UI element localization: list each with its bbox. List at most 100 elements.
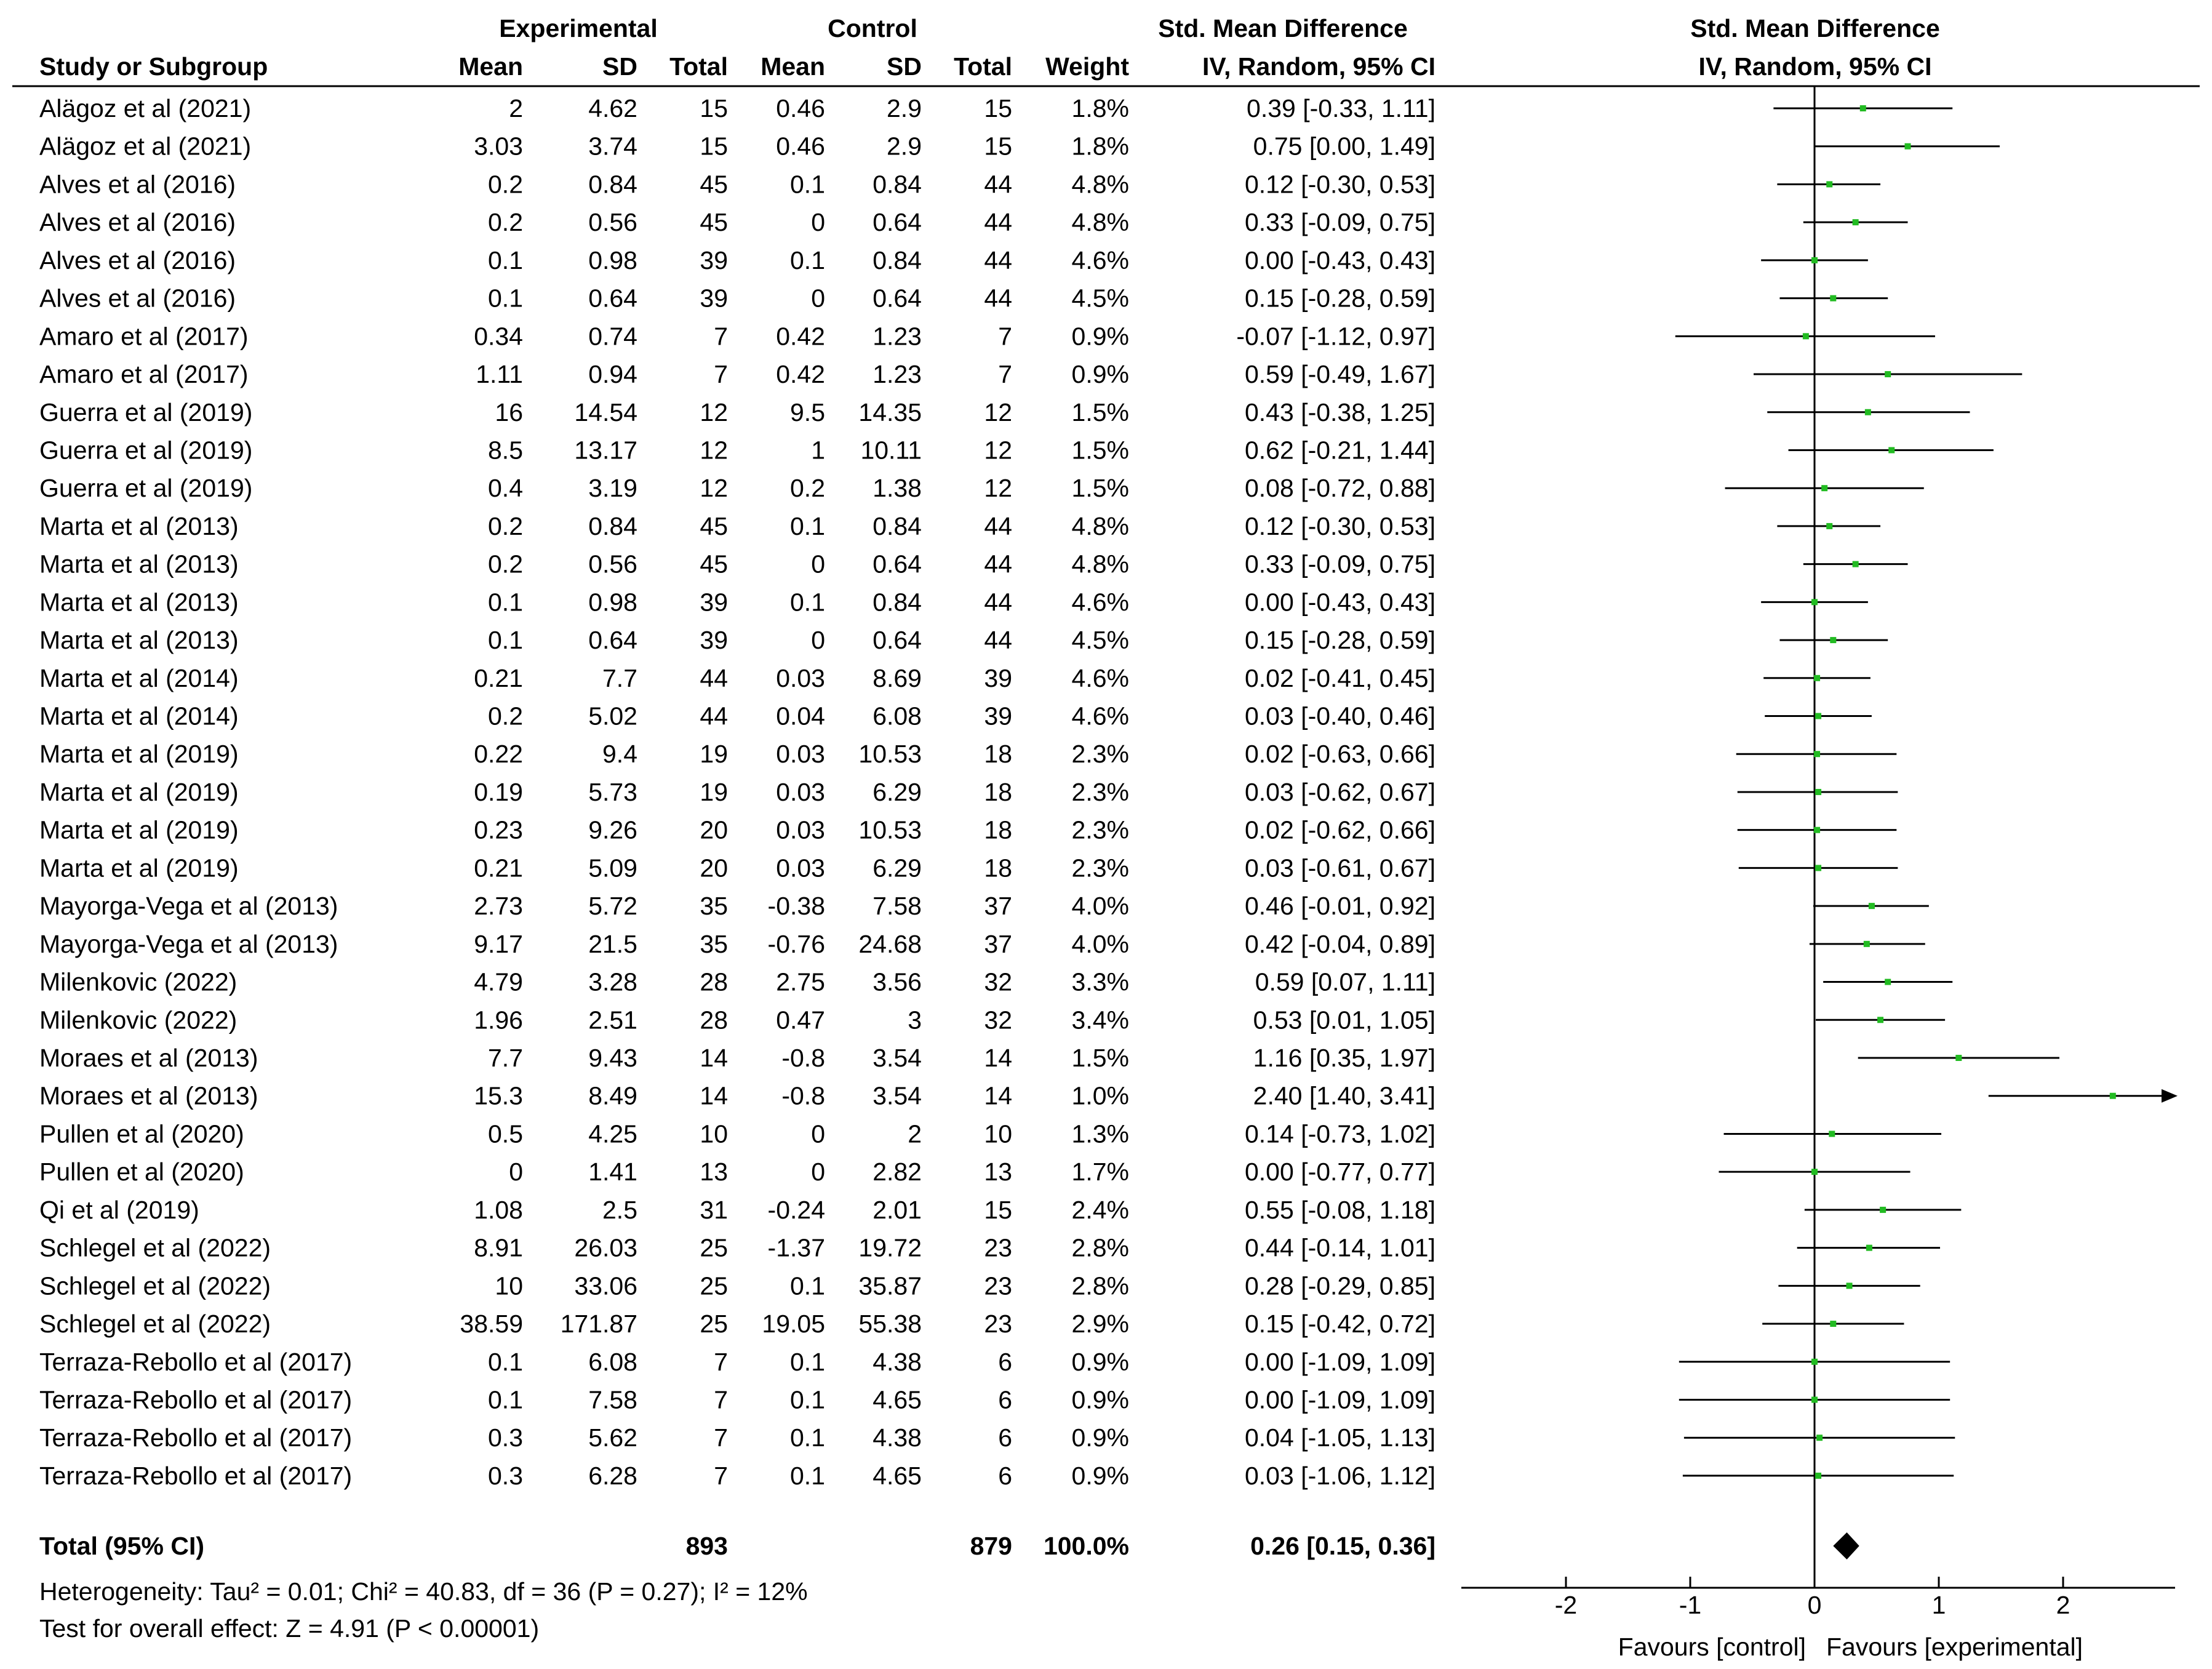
exp-total: 45 — [700, 208, 728, 236]
exp-total: 7 — [714, 322, 728, 350]
ctl-sd: 19.72 — [858, 1234, 922, 1262]
exp-mean: 0.23 — [474, 816, 523, 844]
total-weight: 100.0% — [1044, 1532, 1129, 1560]
point-estimate — [1830, 295, 1837, 302]
smd-ci-text: 0.33 [-0.09, 0.75] — [1245, 550, 1435, 578]
ctl-mean: 0.1 — [790, 170, 825, 198]
study-weight: 0.9% — [1072, 322, 1129, 350]
exp-mean: 7.7 — [488, 1044, 523, 1072]
ctl-sd: 1.23 — [872, 322, 922, 350]
exp-sd: 0.56 — [588, 208, 637, 236]
exp-mean: 0.1 — [488, 626, 523, 654]
point-estimate — [1814, 826, 1821, 833]
exp-total: 7 — [714, 1348, 728, 1376]
study-weight: 2.3% — [1072, 854, 1129, 882]
ctl-sd: 0.64 — [872, 208, 922, 236]
ctl-mean: 0.1 — [790, 512, 825, 540]
ctl-sd: 24.68 — [858, 930, 922, 958]
study-name: Marta et al (2013) — [39, 512, 239, 540]
exp-sd: 7.58 — [588, 1385, 637, 1414]
smd-ci-text: 0.14 [-0.73, 1.02] — [1245, 1119, 1435, 1148]
x-tick-label: -2 — [1555, 1591, 1577, 1619]
exp-total: 31 — [700, 1196, 728, 1224]
exp-mean: 0.2 — [488, 550, 523, 578]
smd-ci-text: 0.03 [-0.40, 0.46] — [1245, 702, 1435, 730]
exp-total: 7 — [714, 360, 728, 388]
exp-total: 15 — [700, 94, 728, 122]
ctl-mean: 0.1 — [790, 588, 825, 616]
ctl-sd: 4.65 — [872, 1385, 922, 1414]
point-estimate — [1826, 522, 1833, 529]
exp-mean: 0.19 — [474, 778, 523, 806]
exp-total: 13 — [700, 1158, 728, 1186]
study-name: Marta et al (2014) — [39, 702, 239, 730]
exp-total: 7 — [714, 1385, 728, 1414]
smd-ci-text: 0.53 [0.01, 1.05] — [1253, 1006, 1435, 1034]
exp-mean: 0.21 — [474, 664, 523, 692]
study-name: Moraes et al (2013) — [39, 1044, 258, 1072]
study-name: Marta et al (2019) — [39, 740, 239, 768]
favours-control-label: Favours [control] — [1618, 1633, 1806, 1661]
ctl-mean: 0.03 — [776, 664, 825, 692]
study-weight: 4.8% — [1072, 170, 1129, 198]
ctl-mean: 9.5 — [790, 398, 825, 426]
smd-ci-text: 0.42 [-0.04, 0.89] — [1245, 930, 1435, 958]
study-name: Amaro et al (2017) — [39, 360, 249, 388]
exp-mean: 0.5 — [488, 1119, 523, 1148]
study-weight: 4.5% — [1072, 284, 1129, 313]
study-weight: 1.3% — [1072, 1119, 1129, 1148]
study-weight: 4.6% — [1072, 246, 1129, 274]
ctl-sd: 4.38 — [872, 1423, 922, 1452]
exp-mean: 10 — [495, 1271, 523, 1300]
smd-ci-text: 0.00 [-1.09, 1.09] — [1245, 1348, 1435, 1376]
smd-ci-text: 0.15 [-0.28, 0.59] — [1245, 626, 1435, 654]
exp-sd: 5.72 — [588, 892, 637, 920]
exp-total: 19 — [700, 740, 728, 768]
ctl-total: 15 — [984, 132, 1012, 161]
exp-mean: 0.2 — [488, 170, 523, 198]
exp-sd: 0.64 — [588, 626, 637, 654]
study-weight: 2.9% — [1072, 1310, 1129, 1338]
smd-ci-text: 0.15 [-0.28, 0.59] — [1245, 284, 1435, 313]
point-estimate — [2109, 1092, 2116, 1099]
exp-sd: 13.17 — [574, 436, 637, 464]
point-estimate — [1826, 181, 1833, 188]
ctl-total: 12 — [984, 398, 1012, 426]
smd-ci-text: 0.12 [-0.30, 0.53] — [1245, 170, 1435, 198]
point-estimate — [1830, 1321, 1837, 1327]
exp-total: 7 — [714, 1423, 728, 1452]
ctl-sd: 4.38 — [872, 1348, 922, 1376]
ctl-total: 6 — [998, 1385, 1012, 1414]
study-name: Marta et al (2019) — [39, 816, 239, 844]
study-weight: 4.0% — [1072, 892, 1129, 920]
ctl-total: 23 — [984, 1234, 1012, 1262]
point-estimate — [1811, 257, 1818, 263]
ctl-mean: 0 — [811, 284, 825, 313]
point-estimate — [1802, 333, 1809, 340]
exp-sd-header: SD — [602, 52, 637, 81]
exp-mean: 0.1 — [488, 284, 523, 313]
exp-mean: 38.59 — [460, 1310, 523, 1338]
ctl-total: 14 — [984, 1082, 1012, 1110]
ctl-total: 18 — [984, 740, 1012, 768]
study-name: Marta et al (2013) — [39, 626, 239, 654]
ctl-total: 44 — [984, 246, 1012, 274]
ctl-total: 10 — [984, 1119, 1012, 1148]
exp-mean: 1.11 — [476, 360, 523, 388]
exp-sd: 9.4 — [602, 740, 637, 768]
smd-method-header: IV, Random, 95% CI — [1202, 52, 1435, 81]
point-estimate — [1821, 485, 1828, 492]
exp-sd: 3.74 — [588, 132, 637, 161]
ctl-sd: 2.9 — [887, 132, 922, 161]
ctl-sd: 3.54 — [872, 1082, 922, 1110]
point-estimate — [1888, 447, 1895, 454]
ctl-sd: 0.84 — [872, 246, 922, 274]
study-name: Alägoz et al (2021) — [39, 94, 251, 122]
smd-ci-text: 0.59 [-0.49, 1.67] — [1245, 360, 1435, 388]
exp-total: 35 — [700, 892, 728, 920]
ctl-mean: 0.03 — [776, 854, 825, 882]
point-estimate — [1811, 599, 1818, 606]
ctl-sd: 1.23 — [872, 360, 922, 388]
exp-mean: 0.3 — [488, 1423, 523, 1452]
